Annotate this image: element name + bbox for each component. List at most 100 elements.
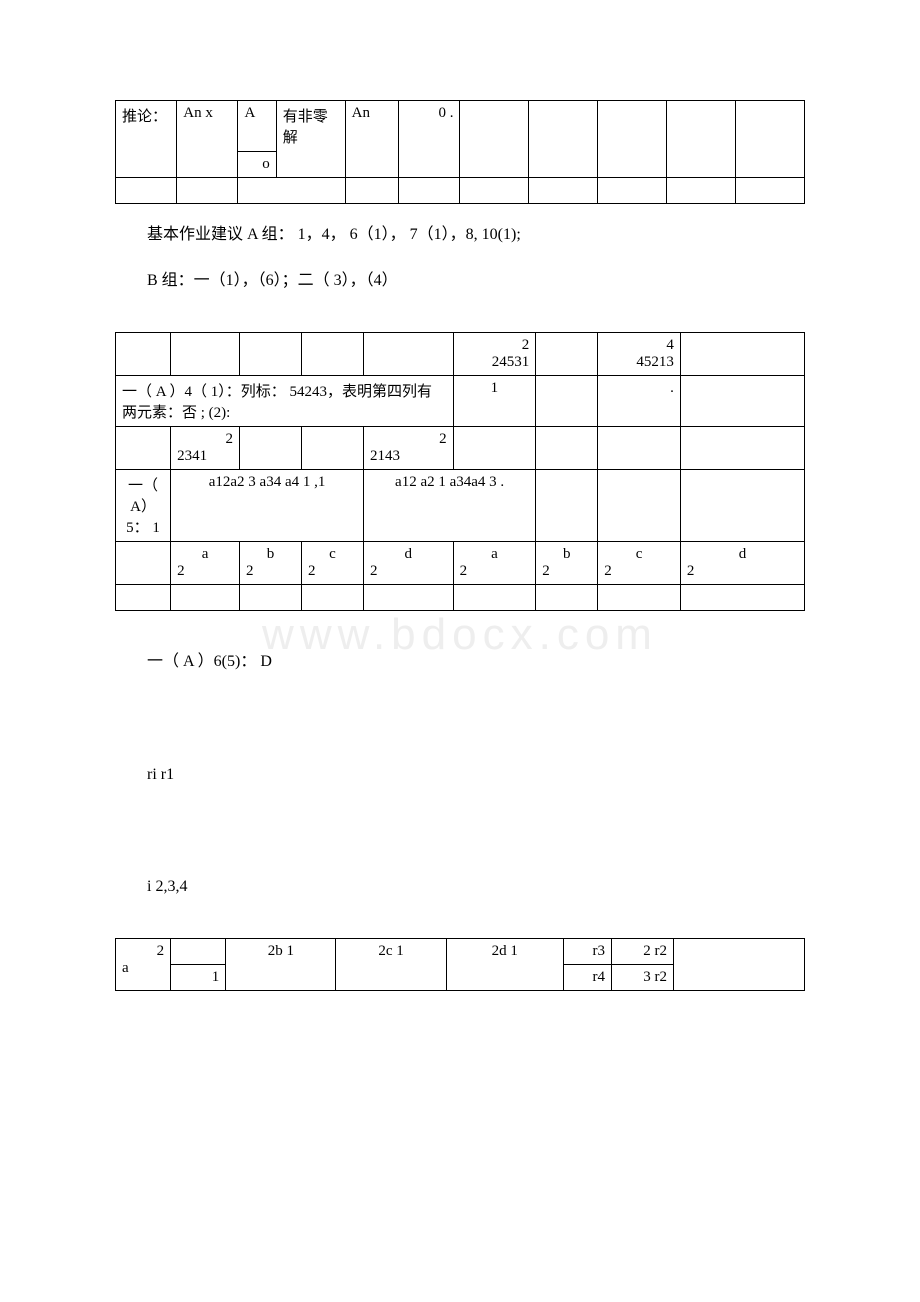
t1-cell (667, 177, 736, 203)
t1-cell (238, 177, 345, 203)
t2-text: 2 (460, 563, 468, 579)
t2-text: 2 (177, 563, 185, 579)
t2-text: 45213 (636, 354, 674, 370)
t2-cell: b2 (536, 542, 598, 585)
t1-cell (116, 177, 177, 203)
t2-text: 2143 (370, 448, 400, 464)
t2-cell (680, 427, 804, 470)
t1-cell (529, 101, 598, 178)
t2-cell: 22341 (171, 427, 240, 470)
t2-cell (536, 333, 598, 376)
t3-cell: 2d 1 (446, 939, 563, 991)
t2-cell: 445213 (598, 333, 681, 376)
t2-cell (680, 333, 804, 376)
t2-cell (680, 470, 804, 542)
t3-cell (674, 939, 805, 991)
t2-cell: c2 (598, 542, 681, 585)
t2-cell: a2 (453, 542, 536, 585)
t2-text: 2 (542, 563, 550, 579)
t1-cell (460, 101, 529, 178)
t2-cell (240, 427, 302, 470)
t3-cell: 2a (116, 939, 171, 991)
t1-cell (399, 177, 460, 203)
paragraph: i 2,3,4 (115, 872, 805, 902)
t2-text: 2341 (177, 448, 207, 464)
paragraph: ri r1 (115, 760, 805, 790)
t1-cell: A (238, 101, 276, 152)
t2-cell (536, 585, 598, 611)
t2-cell (240, 333, 302, 376)
t2-text: 2 (370, 563, 378, 579)
t3-cell: 3 r2 (612, 965, 674, 991)
t2-cell: d2 (364, 542, 454, 585)
t2-cell: a2 (171, 542, 240, 585)
t3-cell: 1 (171, 965, 226, 991)
t1-cell (177, 177, 238, 203)
t3-cell: 2b 1 (226, 939, 336, 991)
t3-cell (171, 939, 226, 965)
t1-cell: 0 . (399, 101, 460, 178)
t2-text: 2 (687, 563, 695, 579)
t2-cell (302, 427, 364, 470)
t2-cell: 224531 (453, 333, 536, 376)
t2-cell (116, 542, 171, 585)
t2-cell: b2 (240, 542, 302, 585)
t1-cell (736, 101, 805, 178)
t2-cell (680, 585, 804, 611)
t3-cell: r4 (563, 965, 611, 991)
t2-cell (536, 376, 598, 427)
t2-cell (302, 333, 364, 376)
t2-cell (536, 427, 598, 470)
t1-cell: 有非零解 (276, 101, 345, 152)
t2-cell: 一（ A ）4（ 1）：列标： 54243，表明第四列有两元素：否 ; (2): (116, 376, 454, 427)
t2-text: 2 (246, 563, 254, 579)
t2-cell (302, 585, 364, 611)
t2-cell (171, 585, 240, 611)
t1-cell (598, 101, 667, 178)
t1-cell (276, 151, 345, 177)
t3-cell: 2c 1 (336, 939, 446, 991)
t1-cell (529, 177, 598, 203)
t2-cell (240, 585, 302, 611)
t2-cell (116, 427, 171, 470)
t2-cell: a12 a2 1 a34a4 3 . (364, 470, 536, 542)
t1-cell (598, 177, 667, 203)
table-1: 推论： An x A 有非零解 An 0 . o (115, 100, 805, 204)
t2-cell: a12a2 3 a34 a4 1 ,1 (171, 470, 364, 542)
t2-cell: c2 (302, 542, 364, 585)
paragraph: B 组：一（1），（6）；二（ 3），（4） (115, 266, 805, 296)
t2-cell (598, 585, 681, 611)
t1-cell (667, 101, 736, 178)
t1-cell: An (345, 101, 399, 178)
t2-cell: 22143 (364, 427, 454, 470)
t1-cell (736, 177, 805, 203)
t2-text: 24531 (492, 354, 530, 370)
table-3: 2a 2b 1 2c 1 2d 1 r3 2 r2 1 r4 3 r2 (115, 938, 805, 991)
t3-cell: 2 r2 (612, 939, 674, 965)
t2-cell (598, 427, 681, 470)
t1-cell: o (238, 151, 276, 177)
t2-cell (171, 333, 240, 376)
t2-text: 2 (308, 563, 316, 579)
t1-cell: An x (177, 101, 238, 178)
t2-cell (598, 470, 681, 542)
table-2: 224531 445213 一（ A ）4（ 1）：列标： 54243，表明第四… (115, 332, 805, 611)
t2-cell: 1 (453, 376, 536, 427)
t2-cell: . (598, 376, 681, 427)
t2-text: 2 (604, 563, 612, 579)
t2-cell: d2 (680, 542, 804, 585)
t1-cell (460, 177, 529, 203)
t2-cell (116, 585, 171, 611)
t2-cell (364, 333, 454, 376)
t2-cell (364, 585, 454, 611)
t1-cell (345, 177, 399, 203)
t2-cell (453, 585, 536, 611)
t2-cell (680, 376, 804, 427)
paragraph: 一（ A ）6(5)： D (115, 647, 805, 677)
t3-text: a (122, 960, 129, 976)
t2-cell: 一（ A）5： 1 (116, 470, 171, 542)
t1-cell: 推论： (116, 101, 177, 178)
t2-cell (453, 427, 536, 470)
t2-cell (116, 333, 171, 376)
t3-cell: r3 (563, 939, 611, 965)
